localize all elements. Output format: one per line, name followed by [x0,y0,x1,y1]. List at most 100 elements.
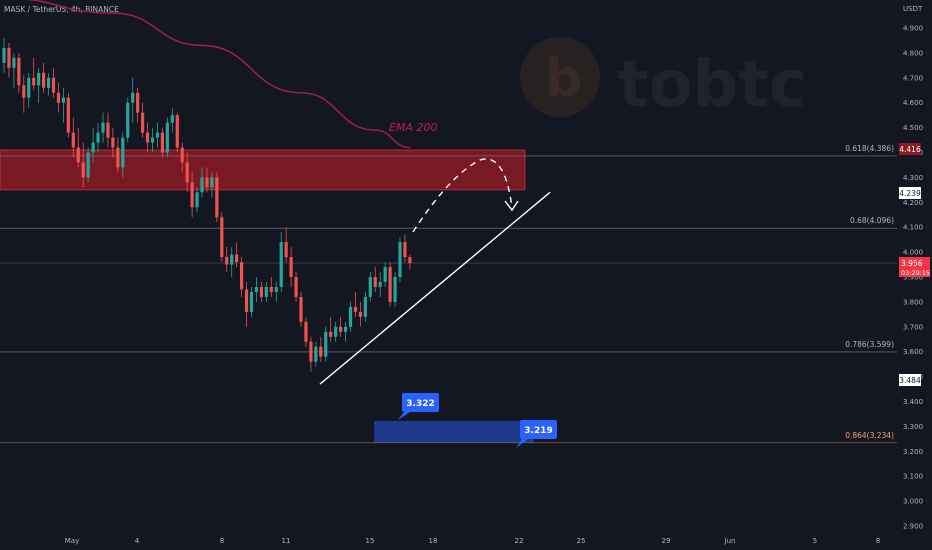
candle-body [408,257,412,264]
callout-pointer-icon [516,439,528,448]
candle-body [101,122,105,133]
time-tick-label: 11 [282,537,291,545]
candle-body [185,162,189,183]
target-top-callout[interactable]: 3.322 [398,393,439,420]
time-axis[interactable]: May 4 8 11 15 18 22 25 29 Jun 5 8 [65,537,880,545]
current-price-text: 3.956 [901,259,923,268]
candle-body [96,132,100,143]
candle-body [126,102,130,138]
candle-body [388,267,392,302]
candle-body [314,346,318,362]
candle-body [32,77,36,86]
candle-body [220,217,224,258]
time-tick-label: 5 [813,537,817,545]
badge-bg [899,257,930,277]
candle-body [284,242,288,258]
candle-body [378,281,382,287]
ema-200-line[interactable] [4,0,410,149]
candle-body [348,306,353,327]
fib-864-label: 0.864(3.234) [845,431,894,440]
candle-body [42,72,46,88]
price-tick-label: 4.900 [903,25,923,33]
price-tick-label: 3.100 [903,473,923,481]
fib-618-label: 0.618(4.386) [845,144,894,153]
candle-body [264,286,268,297]
candle-body [51,77,56,93]
time-tick-label: Jun [724,537,736,545]
candle-body [121,137,125,168]
candle-body [279,242,283,287]
price-tick-label: 4.700 [903,74,923,82]
candle-body [368,277,372,297]
arrowhead-icon [504,200,519,212]
badge-lower: 3.484 [899,374,921,386]
candle-body [116,147,120,168]
candle-body [56,92,61,103]
candle-body [81,162,85,178]
badge-resistance-text: 4.239 [899,189,921,198]
price-tick-label: 3.400 [903,398,923,406]
price-tick-label: 4.600 [903,99,923,107]
candle-body [319,346,323,357]
candle-body [309,341,313,362]
candlestick-series[interactable] [2,37,412,372]
symbol-title: MASK / TetherUS, 4h, BINANCE [4,5,119,14]
target-bottom-callout[interactable]: 3.219 [516,420,557,448]
target-top-label: 3.322 [406,399,434,409]
candle-body [136,92,140,113]
candle-body [403,242,407,258]
price-tick-label: 3.900 [903,274,923,282]
badge-resistance: 4.239 [899,187,921,199]
price-tick-label: 3.300 [903,423,923,431]
time-tick-label: 8 [876,537,880,545]
candle-body [393,277,397,302]
candle-body [353,306,358,312]
time-tick-label: 18 [429,537,438,545]
fib-786-label: 0.786(3.599) [845,340,894,349]
time-tick-label: 15 [366,537,375,545]
callout-box [520,420,557,439]
candle-body [289,257,293,277]
badge-fib618-text: 4.416 [899,145,921,154]
badge-bg [899,143,921,155]
candle-body [106,122,110,138]
candle-body [22,85,26,98]
candle-body [240,262,244,290]
candle-body [294,277,298,297]
price-tick-label: 3.200 [903,448,923,456]
fib-levels [0,155,897,444]
callout-box [402,393,439,412]
candle-body [324,331,328,357]
callout-pointer-icon [398,412,410,420]
badge-current-price: 3.956 03:29:15 [899,257,930,277]
target-zone[interactable] [374,420,534,443]
candle-body [27,77,31,98]
candle-body [304,321,308,342]
candle-body [150,137,155,143]
price-axis[interactable]: 4.9004.8004.7004.6004.5004.4004.3004.200… [903,25,923,531]
price-tick-label: 3.800 [903,298,923,306]
target-bottom-label: 3.219 [524,426,552,436]
candle-body [12,57,16,68]
candle-body [373,277,377,287]
support-trendline[interactable] [319,191,551,385]
candle-body [210,177,214,188]
candle-body [61,97,65,103]
price-tick-label: 4.300 [903,174,923,182]
price-tick-label: 3.600 [903,348,923,356]
candle-body [249,291,254,312]
candle-body [170,115,174,123]
candle-body [71,132,75,148]
candle-body [259,286,263,297]
candle-body [160,132,164,153]
price-tick-label: 4.100 [903,224,923,232]
watermark-logo: b tobtc [520,37,807,122]
time-tick-label: May [65,537,79,545]
candle-body [86,152,90,178]
candle-body [225,257,229,265]
badge-bg [899,187,921,199]
time-tick-label: 25 [577,537,586,545]
